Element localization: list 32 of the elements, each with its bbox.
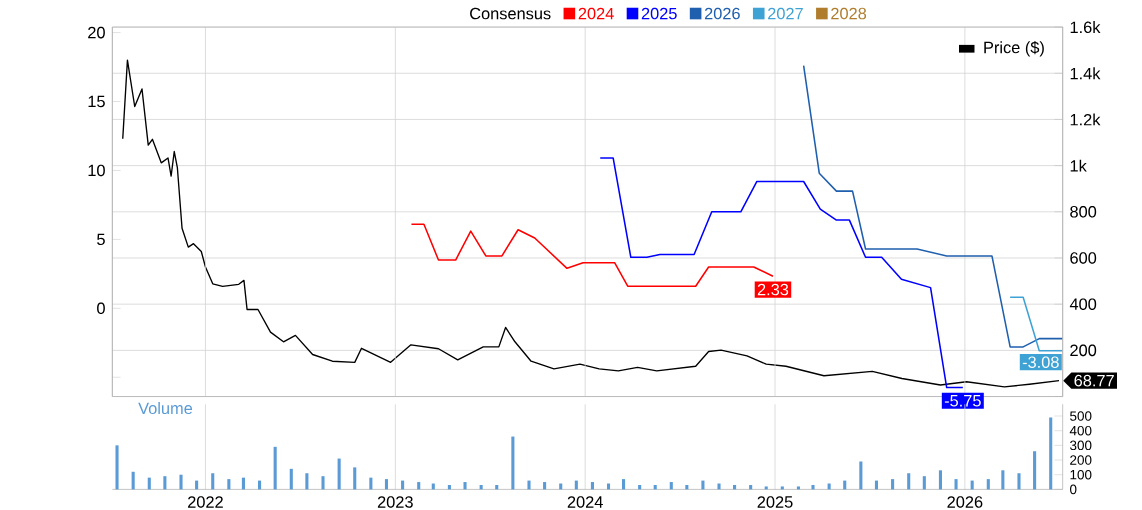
line-series	[599, 156, 964, 389]
x-tick-label: 2025	[757, 495, 793, 508]
chart-title: Volume	[138, 401, 193, 414]
x-tick-label: 2024	[567, 495, 603, 508]
legend-label: 2025	[641, 7, 677, 20]
data-label: -3.08	[1022, 356, 1059, 368]
y2-tick-label: 1k	[1070, 159, 1087, 172]
y2-tick-label: 600	[1070, 251, 1097, 264]
legend-title: Consensus	[470, 7, 551, 20]
y-tick-label: 0	[97, 302, 105, 314]
line-series	[410, 223, 774, 287]
y2-tick-label: 1.4k	[1070, 67, 1101, 79]
legend-label: 2026	[704, 7, 740, 20]
y-tick-label: 20	[88, 26, 105, 39]
data-label: -5.75	[944, 394, 981, 407]
line-series	[802, 64, 1063, 348]
legend-label: Price ($)	[984, 40, 1044, 57]
legend-label: 2027	[768, 7, 803, 20]
y-tick-label: 15	[88, 95, 105, 107]
y2-tick-label: 1.6k	[1070, 20, 1101, 33]
x-tick-label: 2023	[377, 495, 413, 508]
data-label: 2.33	[757, 283, 789, 295]
y-tick-label: 10	[88, 164, 105, 176]
legend-label: 2028	[831, 7, 867, 20]
x-tick-label: 2022	[188, 495, 223, 508]
legend-label: 2024	[578, 7, 614, 20]
y-tick-label: 5	[97, 233, 105, 245]
x-tick-label: 2026	[947, 495, 983, 508]
y2-tick-label: 800	[1070, 205, 1097, 218]
line-series	[122, 59, 1060, 388]
data-label: 68.77	[1074, 374, 1114, 387]
y2-tick-label: 1.2k	[1070, 113, 1101, 126]
